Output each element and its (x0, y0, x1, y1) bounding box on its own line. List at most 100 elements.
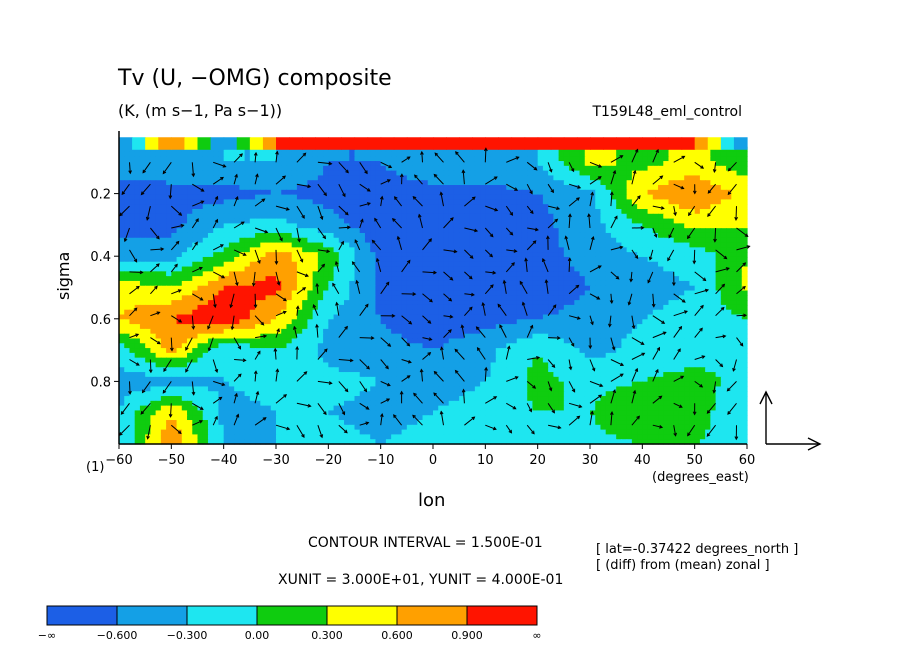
shade-cell (375, 175, 382, 181)
shade-cell (417, 261, 424, 268)
shade-cell (396, 319, 403, 325)
shade-cell (422, 204, 429, 210)
shade-cell (527, 170, 534, 177)
shade-cell (228, 170, 235, 177)
shade-cell (359, 228, 366, 234)
shade-cell (312, 300, 319, 306)
shade-cell (574, 338, 581, 344)
shade-cell (218, 228, 225, 234)
shade-cell (187, 170, 193, 177)
shade-cell (464, 161, 471, 167)
shade-cell (626, 271, 633, 277)
shade-cell (176, 237, 183, 244)
shade-cell (438, 304, 445, 311)
shade-cell (548, 232, 554, 239)
shade-cell (364, 271, 371, 277)
shade-cell (501, 228, 507, 234)
shade-cell (453, 290, 460, 296)
shade-cell (255, 295, 261, 301)
shade-cell (349, 165, 356, 172)
shade-cell (391, 151, 397, 157)
shade-cell (610, 165, 617, 172)
shade-cell (663, 319, 670, 325)
shade-cell (616, 204, 622, 210)
shade-cell (469, 189, 476, 196)
shade-cell (354, 170, 361, 177)
shade-cell (260, 180, 267, 186)
shade-cell (469, 314, 476, 320)
shade-cell (166, 309, 172, 316)
shade-cell (385, 170, 392, 177)
shade-cell (270, 161, 277, 167)
shade-cell (684, 280, 691, 287)
shade-cell (312, 232, 319, 239)
shade-cell (621, 189, 628, 196)
shade-cell (480, 185, 486, 191)
shade-cell (710, 213, 717, 220)
shade-cell (270, 165, 277, 172)
shade-cell (223, 199, 230, 205)
shade-cell (459, 333, 465, 340)
shade-cell (281, 232, 288, 239)
shade-cell (710, 304, 717, 311)
shade-cell (385, 165, 392, 172)
shade-cell (590, 185, 596, 191)
shade-cell (119, 170, 125, 177)
shade-cell (270, 314, 277, 320)
shade-cell (422, 276, 429, 282)
shade-cell (590, 204, 596, 210)
shade-cell (328, 319, 335, 325)
shade-cell (370, 271, 377, 277)
shade-cell (600, 295, 607, 301)
shade-cell (453, 324, 460, 330)
shade-cell (333, 271, 340, 277)
shade-cell (234, 328, 240, 335)
shade-cell (223, 242, 230, 248)
shade-cell (255, 314, 261, 320)
shade-cell (171, 156, 178, 162)
shade-cell (480, 247, 486, 253)
shade-cell (364, 228, 371, 234)
shade-cell (338, 223, 345, 229)
shade-cell (344, 242, 350, 248)
shade-cell (658, 165, 664, 172)
shade-cell (364, 276, 371, 282)
shade-cell (605, 223, 612, 229)
shade-cell (678, 314, 685, 320)
shade-cell (495, 189, 502, 196)
shade-cell (255, 170, 261, 177)
shade-cell (145, 285, 151, 292)
shade-cell (511, 271, 518, 277)
shade-cell (427, 213, 434, 220)
shade-cell (255, 271, 261, 277)
shade-cell (312, 194, 319, 201)
shade-cell (364, 185, 371, 191)
shade-cell (480, 314, 486, 320)
shade-cell (187, 237, 193, 244)
shade-cell (218, 338, 225, 344)
shade-cell (453, 338, 460, 344)
shade-cell (181, 165, 188, 172)
shade-cell (207, 290, 214, 296)
shade-cell (281, 194, 288, 201)
shade-cell (270, 324, 277, 330)
shade-cell (506, 271, 513, 277)
shade-cell (663, 309, 670, 316)
shade-cell (710, 324, 717, 330)
shade-cell (459, 338, 465, 344)
shade-cell (506, 175, 513, 181)
shade-cell (563, 180, 570, 186)
shade-cell (129, 256, 136, 263)
shade-cell (396, 276, 403, 282)
shade-cell (375, 319, 382, 325)
shade-cell (150, 285, 157, 292)
shade-cell (145, 314, 151, 320)
shade-cell (631, 276, 638, 282)
shade-cell (642, 280, 649, 287)
shade-cell (595, 324, 602, 330)
shade-cell (574, 314, 581, 320)
shade-cell (558, 314, 565, 320)
shade-cell (579, 209, 586, 215)
shade-cell (166, 324, 172, 330)
shade-cell (260, 304, 267, 311)
